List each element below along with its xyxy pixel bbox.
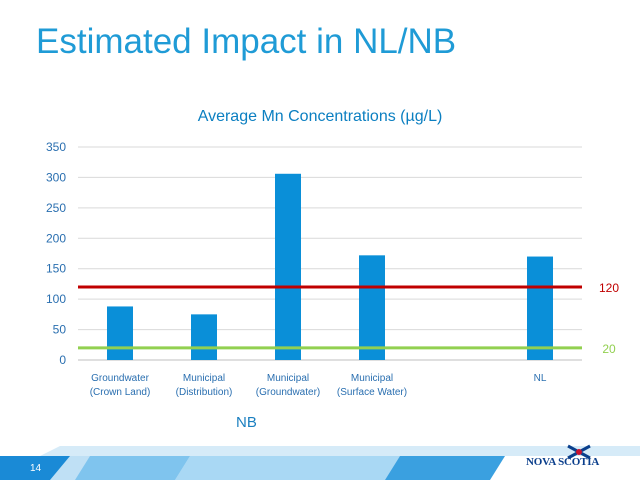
bar xyxy=(191,314,217,360)
nova-scotia-logo: NOVA SCOTIA xyxy=(526,444,616,472)
x-tick-label: (Groundwater) xyxy=(256,387,320,398)
bar xyxy=(359,255,385,360)
y-tick-label: 350 xyxy=(46,140,66,154)
y-tick-label: 100 xyxy=(46,292,66,306)
logo-text: NOVA SCOTIA xyxy=(526,456,600,468)
y-tick-label: 250 xyxy=(46,201,66,215)
reference-line-label: 20 xyxy=(602,342,616,356)
reference-line-label: 120 xyxy=(599,281,619,295)
x-tick-label: Municipal xyxy=(267,373,309,384)
bar xyxy=(275,173,301,360)
x-tick-label: (Distribution) xyxy=(176,387,233,398)
y-tick-label: 150 xyxy=(46,262,66,276)
x-tick-label: (Surface Water) xyxy=(337,387,407,398)
group-label-nb: NB xyxy=(236,414,257,431)
bar xyxy=(527,256,553,360)
x-tick-label: NL xyxy=(534,373,547,384)
bar xyxy=(107,306,133,360)
x-tick-label: Groundwater xyxy=(91,373,149,384)
y-tick-label: 0 xyxy=(59,353,66,367)
chart-title: Average Mn Concentrations (µg/L) xyxy=(197,108,443,125)
y-tick-label: 50 xyxy=(53,323,67,337)
x-tick-label: Municipal xyxy=(351,373,393,384)
x-tick-label: Municipal xyxy=(183,373,225,384)
y-tick-label: 300 xyxy=(46,170,66,184)
saltire-icon xyxy=(567,444,591,460)
x-tick-label: (Crown Land) xyxy=(90,387,151,398)
slide-number: 14 xyxy=(30,463,42,474)
slide-title: Estimated Impact in NL/NB xyxy=(36,22,457,61)
y-tick-label: 200 xyxy=(46,231,66,245)
